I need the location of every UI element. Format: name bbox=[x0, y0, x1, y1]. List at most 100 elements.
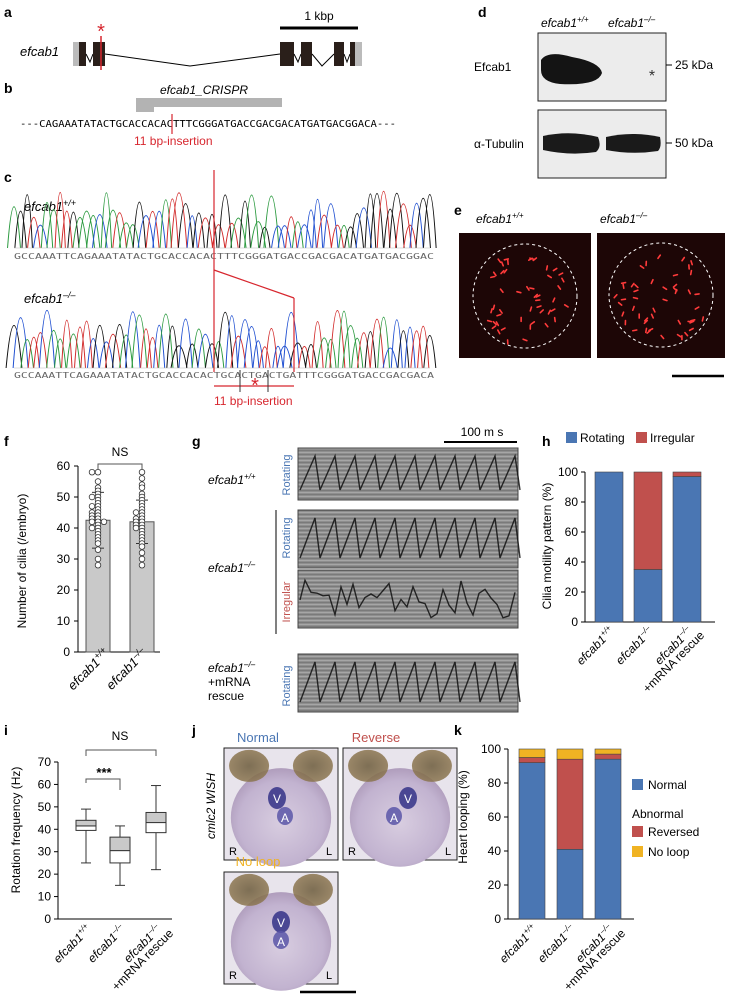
h-ytick: 20 bbox=[565, 585, 579, 599]
i-ytick: 40 bbox=[38, 822, 52, 836]
i-ytick: 10 bbox=[38, 890, 52, 904]
panel-d: d efcab1+/+ efcab1–/– Efcab1 α-Tubulin *… bbox=[474, 4, 713, 179]
blot-col-wt: efcab1+/+ bbox=[541, 15, 589, 30]
left-side-label: L bbox=[326, 846, 332, 858]
f-point bbox=[138, 555, 146, 563]
kymograph bbox=[297, 653, 519, 713]
k-ytick: 0 bbox=[494, 912, 501, 926]
h-bar-segment bbox=[633, 569, 663, 623]
scale-bar-label: 1 kbp bbox=[304, 9, 334, 23]
f-point bbox=[94, 555, 102, 563]
f-point bbox=[88, 493, 96, 501]
j-reverse-label: Reverse bbox=[352, 730, 400, 745]
j-normal-label: Normal bbox=[237, 730, 279, 745]
f-point bbox=[94, 540, 102, 547]
panel-i-letter: i bbox=[4, 722, 8, 738]
right-side-label: R bbox=[229, 846, 237, 858]
panel-h: h Rotating Irregular Cilia motility patt… bbox=[540, 431, 715, 695]
panel-a: a efcab1 1 kbp * bbox=[4, 4, 362, 70]
f-point bbox=[94, 562, 102, 569]
wt-genotype-label: efcab1+/+ bbox=[24, 198, 76, 214]
h-ytick: 100 bbox=[558, 465, 578, 479]
k-ytick: 100 bbox=[481, 742, 501, 756]
kv-image-wt bbox=[459, 233, 591, 358]
i-ytick: 0 bbox=[44, 912, 51, 926]
panel-f: f Number of cilia (/embryo) 0 10 20 30 40 50 6… bbox=[4, 433, 160, 693]
blot-row-efcab1: Efcab1 bbox=[474, 60, 512, 74]
mut-genotype-label: efcab1–/– bbox=[24, 290, 77, 306]
gene-model bbox=[73, 36, 362, 70]
wt-sequence: GCCAAATTCAGAAATATACTGCACCACACTTTCGGGATGA… bbox=[14, 251, 434, 261]
mutation-asterisk: * bbox=[97, 21, 105, 43]
i-box-upper bbox=[145, 811, 167, 824]
panel-e: e efcab1+/+ efcab1–/– bbox=[454, 202, 725, 378]
i-box-upper bbox=[75, 819, 97, 827]
g-row-rescue-label: efcab1–/– bbox=[208, 660, 256, 675]
h-ylabel: Cilia motility pattern (%) bbox=[540, 483, 554, 610]
f-ytick: 50 bbox=[57, 490, 71, 504]
crispr-label: efcab1_CRISPR bbox=[160, 83, 248, 97]
panel-e-letter: e bbox=[454, 202, 462, 218]
k-bar-segment bbox=[518, 748, 546, 758]
left-side-label: L bbox=[445, 846, 451, 858]
k-bar-segment bbox=[556, 848, 584, 920]
h-ytick: 60 bbox=[565, 525, 579, 539]
atrium-label: A bbox=[390, 811, 398, 825]
i-box-lower bbox=[75, 825, 97, 831]
f-ytick: 40 bbox=[57, 521, 71, 535]
h-ytick: 0 bbox=[571, 615, 578, 629]
f-point bbox=[138, 484, 146, 491]
k-legend-normal: Normal bbox=[648, 778, 687, 792]
k-bar-segment bbox=[556, 758, 584, 850]
h-xlabel: efcab1+/+ bbox=[573, 623, 617, 667]
h-bar-segment bbox=[672, 476, 702, 623]
g-row-wt-label: efcab1+/+ bbox=[208, 472, 256, 487]
i-ytick: 70 bbox=[38, 755, 52, 769]
panel-h-letter: h bbox=[542, 433, 551, 449]
chromatogram-mut bbox=[5, 310, 437, 369]
left-side-label: L bbox=[326, 970, 332, 982]
g-state-mut2: Irregular bbox=[281, 581, 293, 622]
marker-50kda: 50 kDa bbox=[675, 136, 713, 150]
panel-b: b efcab1_CRISPR ---CAGAAATATACTGCACCACAC… bbox=[4, 80, 396, 148]
k-ylabel: Heart looping (%) bbox=[456, 770, 470, 863]
k-ytick: 60 bbox=[488, 810, 502, 824]
panel-k-letter: k bbox=[454, 722, 462, 738]
h-legend-rotating: Rotating bbox=[580, 431, 625, 445]
g-state-rescue: Rotating bbox=[281, 666, 293, 707]
k-bar-segment bbox=[594, 753, 622, 760]
h-xlabel: efcab1–/– bbox=[612, 623, 656, 667]
f-ytick: 10 bbox=[57, 614, 71, 628]
right-side-label: R bbox=[348, 846, 356, 858]
k-legend-reversed: Reversed bbox=[648, 825, 699, 839]
k-ytick: 80 bbox=[488, 776, 502, 790]
i-ylabel: Rotation frequency (Hz) bbox=[9, 767, 23, 894]
f-ytick: 20 bbox=[57, 583, 71, 597]
panel-k: k Heart looping (%) 0 20 40 60 80 100 efcab1+… bbox=[454, 722, 699, 993]
image-left-label: efcab1+/+ bbox=[476, 211, 524, 226]
f-ytick: 30 bbox=[57, 552, 71, 566]
f-point bbox=[88, 503, 96, 510]
blot-col-mut: efcab1–/– bbox=[608, 15, 656, 30]
atrium-label: A bbox=[277, 935, 285, 949]
panel-a-letter: a bbox=[4, 4, 12, 20]
i-ytick: 20 bbox=[38, 867, 52, 881]
f-ns-label: NS bbox=[112, 445, 129, 459]
k-legend-abnormal: Abnormal bbox=[632, 807, 683, 821]
f-point bbox=[94, 469, 102, 476]
h-bar-segment bbox=[672, 471, 702, 477]
insertion-label-b: 11 bp-insertion bbox=[134, 134, 213, 148]
ventricle-label: V bbox=[404, 792, 412, 806]
k-legend-noloop: No loop bbox=[648, 845, 690, 859]
h-legend-rotating-swatch bbox=[566, 432, 577, 443]
g-row-rescue-line2: +mRNA bbox=[208, 675, 250, 689]
k-xlabel: efcab1+/+ bbox=[496, 921, 540, 965]
nonspecific-asterisk: * bbox=[649, 68, 655, 85]
g-state-mut1: Rotating bbox=[281, 518, 293, 559]
f-point bbox=[132, 509, 140, 516]
marker-25kda: 25 kDa bbox=[675, 58, 713, 72]
k-legend-noloop-swatch bbox=[632, 846, 643, 857]
crispr-target-bar bbox=[136, 98, 282, 107]
